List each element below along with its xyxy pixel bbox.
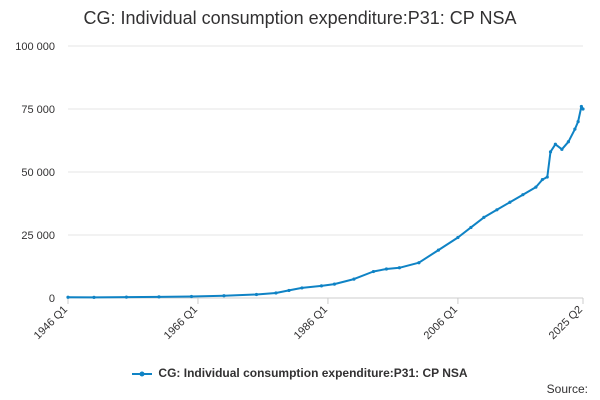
legend-label: CG: Individual consumption expenditure:P… bbox=[158, 366, 468, 380]
data-point bbox=[384, 267, 389, 271]
data-point bbox=[534, 185, 538, 189]
data-point bbox=[560, 147, 564, 151]
data-point bbox=[521, 193, 525, 197]
chart-title: CG: Individual consumption expenditure:P… bbox=[83, 8, 517, 28]
x-tick-label: 1986 Q1 bbox=[292, 304, 330, 342]
data-point bbox=[287, 288, 291, 293]
series-group bbox=[66, 104, 585, 299]
data-point bbox=[332, 282, 337, 286]
legend[interactable]: CG: Individual consumption expenditure:P… bbox=[0, 366, 600, 380]
data-point bbox=[436, 248, 441, 252]
data-point bbox=[352, 277, 356, 281]
data-point bbox=[66, 295, 70, 299]
x-tick-label: 2006 Q1 bbox=[422, 304, 460, 342]
data-point bbox=[397, 266, 402, 270]
data-point bbox=[581, 107, 585, 111]
data-point bbox=[548, 150, 553, 154]
data-point bbox=[274, 291, 278, 295]
gridlines bbox=[68, 45, 583, 299]
data-point bbox=[371, 269, 376, 274]
x-tick-label: 2025 Q2 bbox=[547, 304, 585, 342]
data-point bbox=[417, 261, 421, 265]
data-point bbox=[566, 140, 570, 144]
data-point bbox=[482, 215, 486, 219]
series-line bbox=[67, 105, 584, 299]
x-tick-label: 1946 Q1 bbox=[32, 304, 70, 342]
data-point bbox=[456, 235, 460, 240]
data-point bbox=[300, 286, 304, 290]
source-label: Source: bbox=[546, 382, 588, 396]
legend-line-icon bbox=[132, 371, 153, 377]
data-point bbox=[222, 294, 226, 298]
data-point bbox=[573, 127, 577, 131]
data-point bbox=[92, 295, 96, 299]
y-tick-label: 50 000 bbox=[21, 167, 55, 179]
y-tick-label: 25 000 bbox=[21, 230, 55, 242]
data-point bbox=[469, 225, 473, 230]
data-point bbox=[254, 292, 259, 297]
y-axis: 0 25 000 50 000 75 000 100 000 bbox=[15, 41, 55, 305]
y-tick-label: 75 000 bbox=[21, 104, 55, 116]
data-point bbox=[157, 295, 161, 299]
data-point bbox=[508, 200, 512, 204]
data-point bbox=[579, 104, 583, 109]
y-tick-label: 100 000 bbox=[15, 41, 55, 53]
data-point bbox=[124, 295, 129, 299]
data-point bbox=[553, 142, 557, 146]
x-axis: 1946 Q1 1966 Q1 1986 Q1 2006 Q1 2025 Q2 bbox=[32, 297, 585, 342]
data-point bbox=[319, 284, 324, 288]
data-point bbox=[576, 120, 580, 124]
data-point bbox=[540, 177, 544, 182]
data-point bbox=[495, 208, 499, 212]
x-tick-label: 1966 Q1 bbox=[162, 304, 200, 342]
data-point bbox=[545, 175, 549, 179]
y-tick-label: 0 bbox=[49, 293, 55, 305]
data-point bbox=[189, 294, 194, 299]
